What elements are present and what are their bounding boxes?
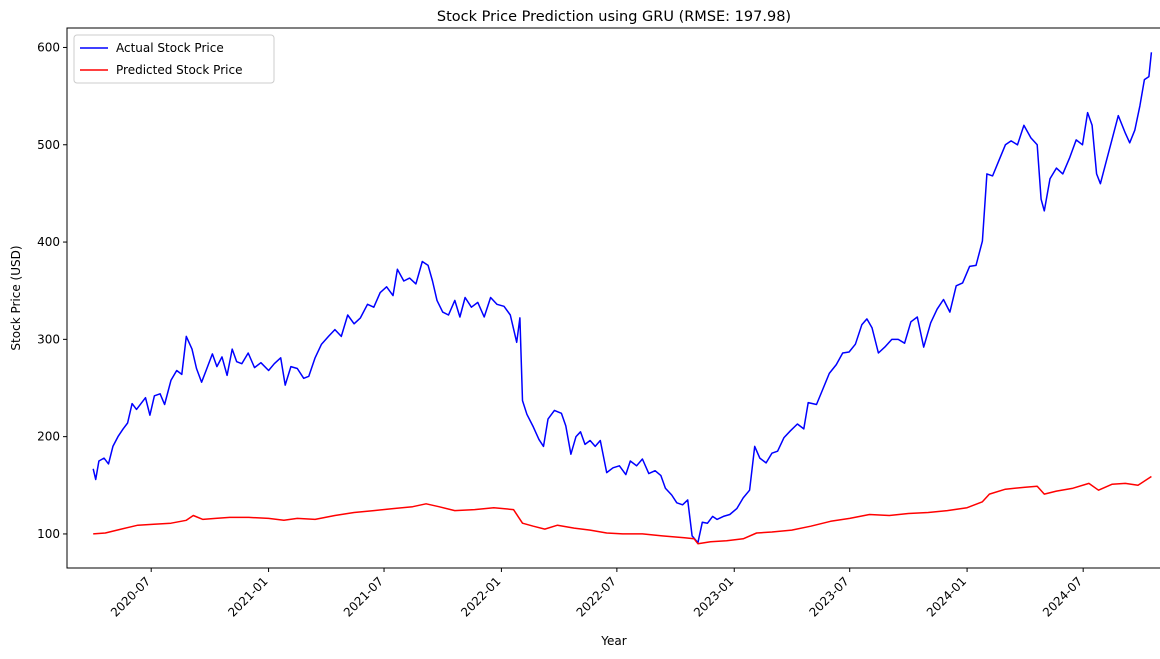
y-tick-label: 200: [37, 430, 60, 444]
x-tick-label: 2021-07: [341, 574, 386, 619]
x-tick-label: 2022-01: [458, 574, 503, 619]
x-tick-label: 2021-01: [225, 574, 270, 619]
x-tick-label: 2023-01: [691, 574, 736, 619]
plot-area: [66, 27, 1160, 569]
y-tick-label: 100: [37, 527, 60, 541]
x-tick-label: 2024-01: [924, 574, 969, 619]
legend-label-2: Predicted Stock Price: [116, 63, 242, 77]
y-tick-label: 300: [37, 332, 60, 346]
x-tick-label: 2023-07: [806, 574, 851, 619]
series-line-1: [92, 52, 1153, 544]
legend-label-1: Actual Stock Price: [116, 41, 224, 55]
series-layer: [92, 52, 1153, 545]
legend-box: [73, 34, 275, 84]
series-line-2: [93, 475, 1152, 545]
legend: Actual Stock Price Predicted Stock Price: [73, 34, 275, 84]
x-tick-label: 2022-07: [574, 574, 619, 619]
y-tick-label: 500: [37, 138, 60, 152]
y-tick-label: 400: [37, 235, 60, 249]
y-tick-label: 600: [37, 40, 60, 54]
x-axis: 2020-07 2021-01 2021-07 2022-01 2022-07 2023-…: [108, 568, 1085, 620]
x-tick-label: 2024-07: [1040, 574, 1085, 619]
x-tick-label: 2020-07: [108, 574, 153, 619]
x-axis-title: Year: [600, 634, 626, 648]
chart-title: Stock Price Prediction using GRU (RMSE: …: [437, 9, 791, 25]
y-axis: 100 200 300 400 500 600: [37, 40, 67, 541]
y-axis-title: Stock Price (USD): [9, 245, 23, 350]
